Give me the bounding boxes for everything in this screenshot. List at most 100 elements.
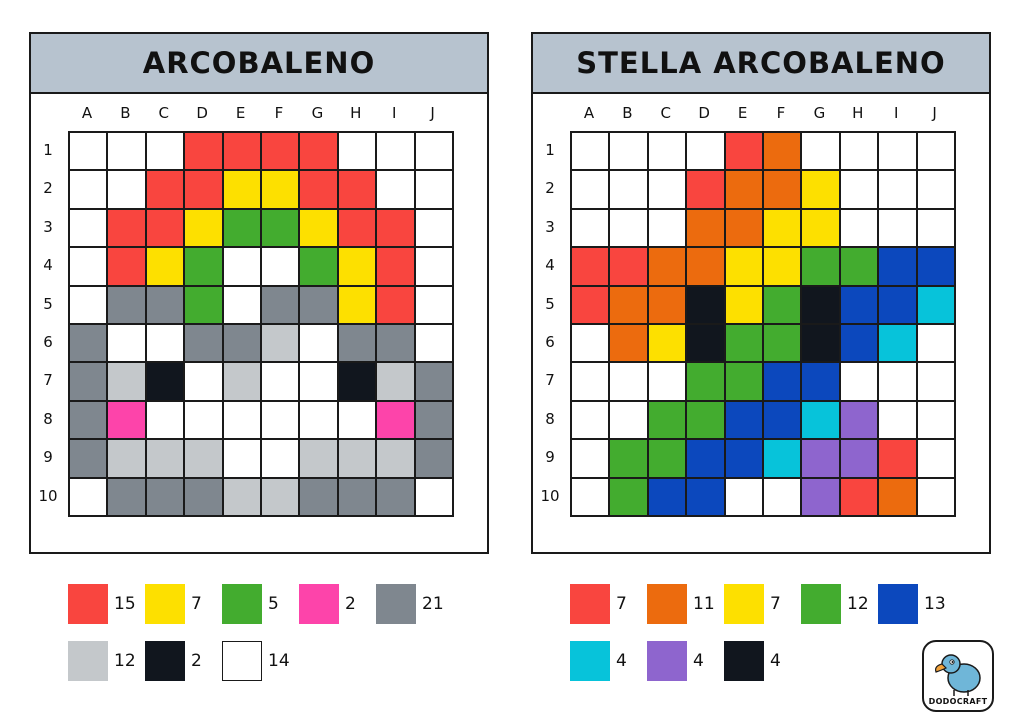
grid-cell-j3[interactable] xyxy=(414,208,453,248)
grid-cell-j9[interactable] xyxy=(916,439,955,478)
grid-cell-g10[interactable] xyxy=(299,477,338,516)
grid-cell-e8[interactable] xyxy=(724,400,763,440)
grid-cell-e10[interactable] xyxy=(724,477,763,516)
grid-cell-c6[interactable] xyxy=(145,323,185,363)
grid-cell-a1[interactable] xyxy=(571,132,610,171)
grid-cell-j8[interactable] xyxy=(414,400,453,440)
grid-cell-f8[interactable] xyxy=(260,400,300,440)
grid-cell-e1[interactable] xyxy=(222,132,261,171)
grid-cell-d8[interactable] xyxy=(184,400,223,440)
grid-cell-b9[interactable] xyxy=(107,439,146,478)
grid-cell-d9[interactable] xyxy=(686,439,725,478)
grid-cell-d4[interactable] xyxy=(184,247,223,286)
grid-cell-e10[interactable] xyxy=(222,477,261,516)
grid-cell-b10[interactable] xyxy=(609,477,648,516)
grid-cell-e5[interactable] xyxy=(222,285,261,324)
grid-cell-c8[interactable] xyxy=(145,400,185,440)
grid-cell-c4[interactable] xyxy=(145,247,185,286)
grid-cell-a8[interactable] xyxy=(69,400,108,440)
grid-cell-d8[interactable] xyxy=(686,400,725,440)
grid-cell-b9[interactable] xyxy=(609,439,648,478)
grid-cell-d4[interactable] xyxy=(686,247,725,286)
grid-cell-d3[interactable] xyxy=(184,208,223,248)
grid-cell-f10[interactable] xyxy=(260,477,300,516)
grid-cell-a10[interactable] xyxy=(571,477,610,516)
grid-cell-g9[interactable] xyxy=(801,439,840,478)
grid-cell-d7[interactable] xyxy=(686,362,725,401)
grid-cell-c1[interactable] xyxy=(145,132,185,171)
grid-cell-b3[interactable] xyxy=(107,208,146,248)
grid-cell-c10[interactable] xyxy=(647,477,687,516)
grid-cell-f4[interactable] xyxy=(260,247,300,286)
grid-cell-f2[interactable] xyxy=(260,170,300,209)
grid-cell-a9[interactable] xyxy=(69,439,108,478)
grid-cell-g2[interactable] xyxy=(801,170,840,209)
grid-cell-f9[interactable] xyxy=(762,439,802,478)
grid-cell-d10[interactable] xyxy=(686,477,725,516)
grid-cell-f9[interactable] xyxy=(260,439,300,478)
grid-cell-c7[interactable] xyxy=(647,362,687,401)
grid-cell-e5[interactable] xyxy=(724,285,763,324)
grid-cell-i5[interactable] xyxy=(376,285,415,324)
grid-cell-c8[interactable] xyxy=(647,400,687,440)
grid-cell-b2[interactable] xyxy=(107,170,146,209)
grid-cell-a6[interactable] xyxy=(571,323,610,363)
grid-cell-b5[interactable] xyxy=(609,285,648,324)
grid-cell-d10[interactable] xyxy=(184,477,223,516)
grid-cell-c5[interactable] xyxy=(647,285,687,324)
grid-cell-h3[interactable] xyxy=(337,208,377,248)
grid-cell-e7[interactable] xyxy=(724,362,763,401)
grid-cell-h4[interactable] xyxy=(337,247,377,286)
grid-cell-f6[interactable] xyxy=(260,323,300,363)
grid-cell-j2[interactable] xyxy=(414,170,453,209)
grid-cell-c2[interactable] xyxy=(145,170,185,209)
grid-cell-a3[interactable] xyxy=(571,208,610,248)
grid-cell-e9[interactable] xyxy=(222,439,261,478)
grid-cell-b4[interactable] xyxy=(107,247,146,286)
grid-cell-a8[interactable] xyxy=(571,400,610,440)
grid-cell-j5[interactable] xyxy=(414,285,453,324)
grid-cell-g6[interactable] xyxy=(299,323,338,363)
grid-cell-f3[interactable] xyxy=(260,208,300,248)
grid-cell-g1[interactable] xyxy=(299,132,338,171)
grid-cell-h10[interactable] xyxy=(337,477,377,516)
grid-cell-h7[interactable] xyxy=(839,362,879,401)
grid-cell-d5[interactable] xyxy=(686,285,725,324)
grid-cell-j1[interactable] xyxy=(414,132,453,171)
grid-cell-a1[interactable] xyxy=(69,132,108,171)
grid-cell-i4[interactable] xyxy=(376,247,415,286)
grid-cell-i5[interactable] xyxy=(878,285,917,324)
grid-cell-i1[interactable] xyxy=(376,132,415,171)
grid-cell-i4[interactable] xyxy=(878,247,917,286)
grid-cell-i9[interactable] xyxy=(878,439,917,478)
grid-cell-f1[interactable] xyxy=(260,132,300,171)
grid-cell-a7[interactable] xyxy=(571,362,610,401)
grid-cell-g1[interactable] xyxy=(801,132,840,171)
grid-cell-e3[interactable] xyxy=(222,208,261,248)
grid-cell-e7[interactable] xyxy=(222,362,261,401)
grid-cell-i6[interactable] xyxy=(878,323,917,363)
grid-cell-e6[interactable] xyxy=(222,323,261,363)
grid-cell-f6[interactable] xyxy=(762,323,802,363)
grid-cell-d2[interactable] xyxy=(686,170,725,209)
grid-cell-j10[interactable] xyxy=(916,477,955,516)
grid-cell-e4[interactable] xyxy=(222,247,261,286)
grid-cell-h10[interactable] xyxy=(839,477,879,516)
grid-cell-f5[interactable] xyxy=(260,285,300,324)
grid-cell-i2[interactable] xyxy=(376,170,415,209)
grid-cell-h7[interactable] xyxy=(337,362,377,401)
grid-cell-a3[interactable] xyxy=(69,208,108,248)
grid-cell-a10[interactable] xyxy=(69,477,108,516)
grid-cell-h1[interactable] xyxy=(839,132,879,171)
grid-cell-g3[interactable] xyxy=(801,208,840,248)
grid-cell-a2[interactable] xyxy=(571,170,610,209)
grid-cell-c2[interactable] xyxy=(647,170,687,209)
grid-cell-e1[interactable] xyxy=(724,132,763,171)
grid-cell-j4[interactable] xyxy=(414,247,453,286)
grid-cell-i10[interactable] xyxy=(878,477,917,516)
grid-cell-c7[interactable] xyxy=(145,362,185,401)
grid-cell-g9[interactable] xyxy=(299,439,338,478)
grid-cell-a4[interactable] xyxy=(69,247,108,286)
grid-cell-j9[interactable] xyxy=(414,439,453,478)
grid-cell-f8[interactable] xyxy=(762,400,802,440)
